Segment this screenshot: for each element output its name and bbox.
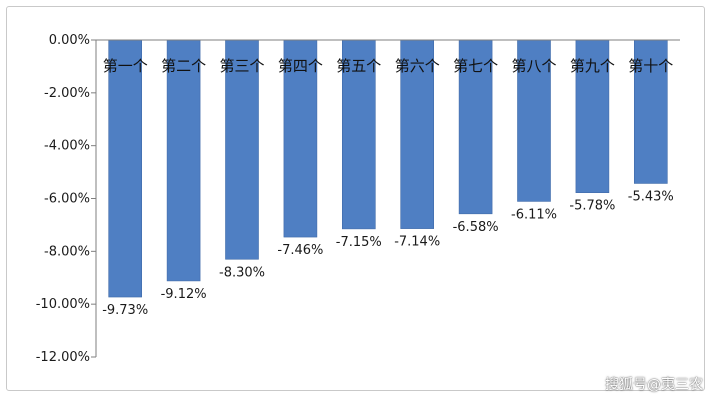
y-tick-label: -8.00% — [44, 244, 90, 259]
data-label: -7.46% — [277, 243, 323, 258]
x-tick-label: 第三个 — [219, 57, 264, 75]
bar — [575, 39, 610, 193]
y-tick-label: -6.00% — [44, 192, 90, 207]
x-tick-label: 第十个 — [628, 57, 673, 75]
data-label: -5.43% — [628, 189, 674, 204]
watermark: 搜狐号@夷三农 — [605, 377, 703, 393]
data-label: -5.78% — [569, 199, 615, 214]
bar — [225, 39, 259, 260]
data-label: -7.14% — [394, 235, 440, 250]
bar — [166, 39, 201, 282]
bar — [283, 39, 318, 238]
x-tick-label: 第二个 — [161, 57, 206, 75]
x-tick-label: 第九个 — [570, 57, 615, 75]
x-tick-label: 第六个 — [395, 57, 440, 75]
bar — [400, 39, 435, 229]
x-tick-label: 第七个 — [453, 57, 498, 75]
data-label: -7.15% — [336, 235, 382, 250]
data-label: -8.30% — [219, 265, 265, 280]
data-label: -9.73% — [102, 303, 148, 318]
x-tick-label: 第五个 — [336, 57, 381, 75]
data-label: -9.12% — [161, 287, 207, 302]
data-label: -6.58% — [453, 220, 499, 235]
x-tick-label: 第四个 — [278, 57, 323, 75]
y-tick-label: -10.00% — [36, 297, 90, 312]
bar — [108, 39, 142, 298]
x-tick-label: 第一个 — [103, 57, 148, 75]
data-label: -6.11% — [511, 207, 557, 222]
y-tick-label: -2.00% — [44, 86, 90, 101]
bar — [633, 39, 668, 184]
y-tick-label: -4.00% — [44, 139, 90, 154]
bar — [341, 39, 376, 230]
y-tick-label: -12.00% — [36, 350, 90, 365]
y-tick-label: 0.00% — [49, 33, 90, 48]
x-tick-label: 第八个 — [511, 57, 556, 75]
